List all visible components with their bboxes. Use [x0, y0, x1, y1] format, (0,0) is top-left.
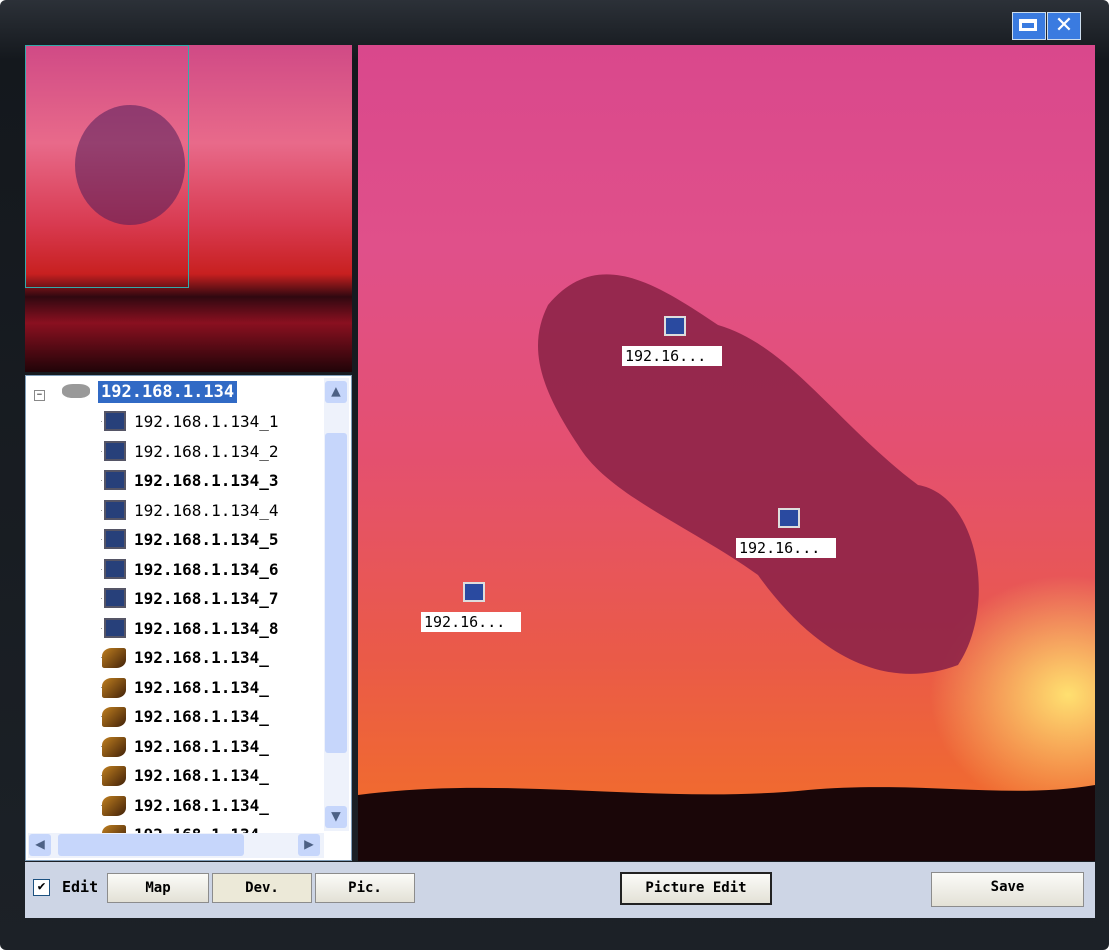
toolbar: ✔ Edit Map Dev. Pic. Picture Edit Save: [25, 862, 1095, 918]
marker-label: 192.16...: [421, 612, 521, 632]
tree-item-label: 192.168.1.134_1: [134, 412, 279, 431]
tree-item[interactable]: 192.168.1.134_: [100, 674, 350, 702]
map-image: 192.16... 192.16... 192.16...: [358, 45, 1095, 861]
map-marker[interactable]: 192.16...: [622, 316, 728, 366]
tree-item-label: 192.168.1.134_: [134, 736, 269, 756]
tree-item-label: 192.168.1.134_4: [134, 500, 279, 520]
tree-item-label: 192.168.1.134_: [134, 766, 269, 785]
tree-item[interactable]: 192.168.1.134_7: [100, 585, 350, 613]
tree-item[interactable]: 192.168.1.134_: [100, 792, 350, 820]
pic-tab[interactable]: Pic.: [315, 873, 415, 903]
dev-tab[interactable]: Dev.: [212, 873, 312, 903]
tree-item[interactable]: 192.168.1.134_2: [100, 438, 350, 466]
close-button[interactable]: ✕: [1047, 12, 1081, 40]
monitor-icon: [104, 411, 126, 431]
monitor-icon: [104, 617, 126, 638]
monitor-icon: [104, 440, 126, 461]
tree-item-label: 192.168.1.134_3: [134, 471, 279, 490]
save-button[interactable]: Save: [931, 872, 1084, 907]
tree-item-label: 192.168.1.134_8: [134, 618, 279, 638]
tree-item[interactable]: 192.168.1.134_: [100, 762, 350, 790]
monitor-icon: [104, 588, 126, 608]
picture-edit-button[interactable]: Picture Edit: [620, 872, 772, 905]
edit-label: Edit: [62, 878, 99, 896]
tree-item[interactable]: 192.168.1.134_4: [100, 497, 350, 525]
alarm-icon: [102, 736, 126, 757]
tree-item-label: 192.168.1.134_2: [134, 441, 279, 461]
map-marker[interactable]: 192.16...: [736, 508, 842, 558]
device-tree: − 192.168.1.134 192.168.1.134_1 192.168.1…: [25, 375, 352, 861]
tree-item[interactable]: 192.168.1.134_1: [100, 408, 350, 436]
viewport-rect: [25, 45, 189, 288]
marker-label: 192.16...: [736, 538, 836, 558]
tree-item-label: 192.168.1.134_: [134, 707, 269, 726]
tree-item[interactable]: 192.168.1.134_8: [100, 615, 350, 643]
tree-item[interactable]: 192.168.1.134_3: [100, 467, 350, 495]
edit-checkbox[interactable]: ✔: [33, 879, 50, 896]
tree-item[interactable]: 192.168.1.134_: [100, 733, 350, 761]
alarm-icon: [102, 795, 126, 816]
tree-item-label: 192.168.1.134_: [134, 795, 269, 815]
tree-item-label: 192.168.1.134_5: [134, 530, 279, 549]
horizontal-scrollbar[interactable]: ◀ ▶: [28, 833, 324, 858]
vertical-scrollbar[interactable]: ▲ ▼: [324, 378, 349, 831]
marker-label: 192.16...: [622, 346, 722, 366]
alarm-icon: [102, 677, 126, 698]
map-tab[interactable]: Map: [107, 873, 209, 903]
tree-item[interactable]: 192.168.1.134_5: [100, 526, 350, 554]
tree-item[interactable]: 192.168.1.134_: [100, 644, 350, 672]
map-marker[interactable]: 192.16...: [421, 582, 527, 632]
tree-item-label: 192.168.1.134_: [134, 677, 269, 697]
monitor-icon: [104, 499, 126, 520]
monitor-icon: [104, 558, 126, 579]
tree-item-label: 192.168.1.134_: [134, 648, 269, 667]
maximize-button[interactable]: [1012, 12, 1046, 40]
tree-item-label: 192.168.1.134_6: [134, 559, 279, 579]
tree-item[interactable]: 192.168.1.134_: [100, 703, 350, 731]
scenery: [358, 274, 1095, 861]
monitor-icon: [104, 529, 126, 549]
alarm-icon: [102, 648, 126, 668]
tree-item-label: 192.168.1.134_7: [134, 589, 279, 608]
map-thumbnail: [25, 45, 352, 372]
alarm-icon: [102, 766, 126, 786]
tree-item[interactable]: 192.168.1.134_6: [100, 556, 350, 584]
monitor-icon: [104, 470, 126, 490]
tree-root[interactable]: 192.168.1.134: [98, 381, 238, 403]
alarm-icon: [102, 707, 126, 727]
